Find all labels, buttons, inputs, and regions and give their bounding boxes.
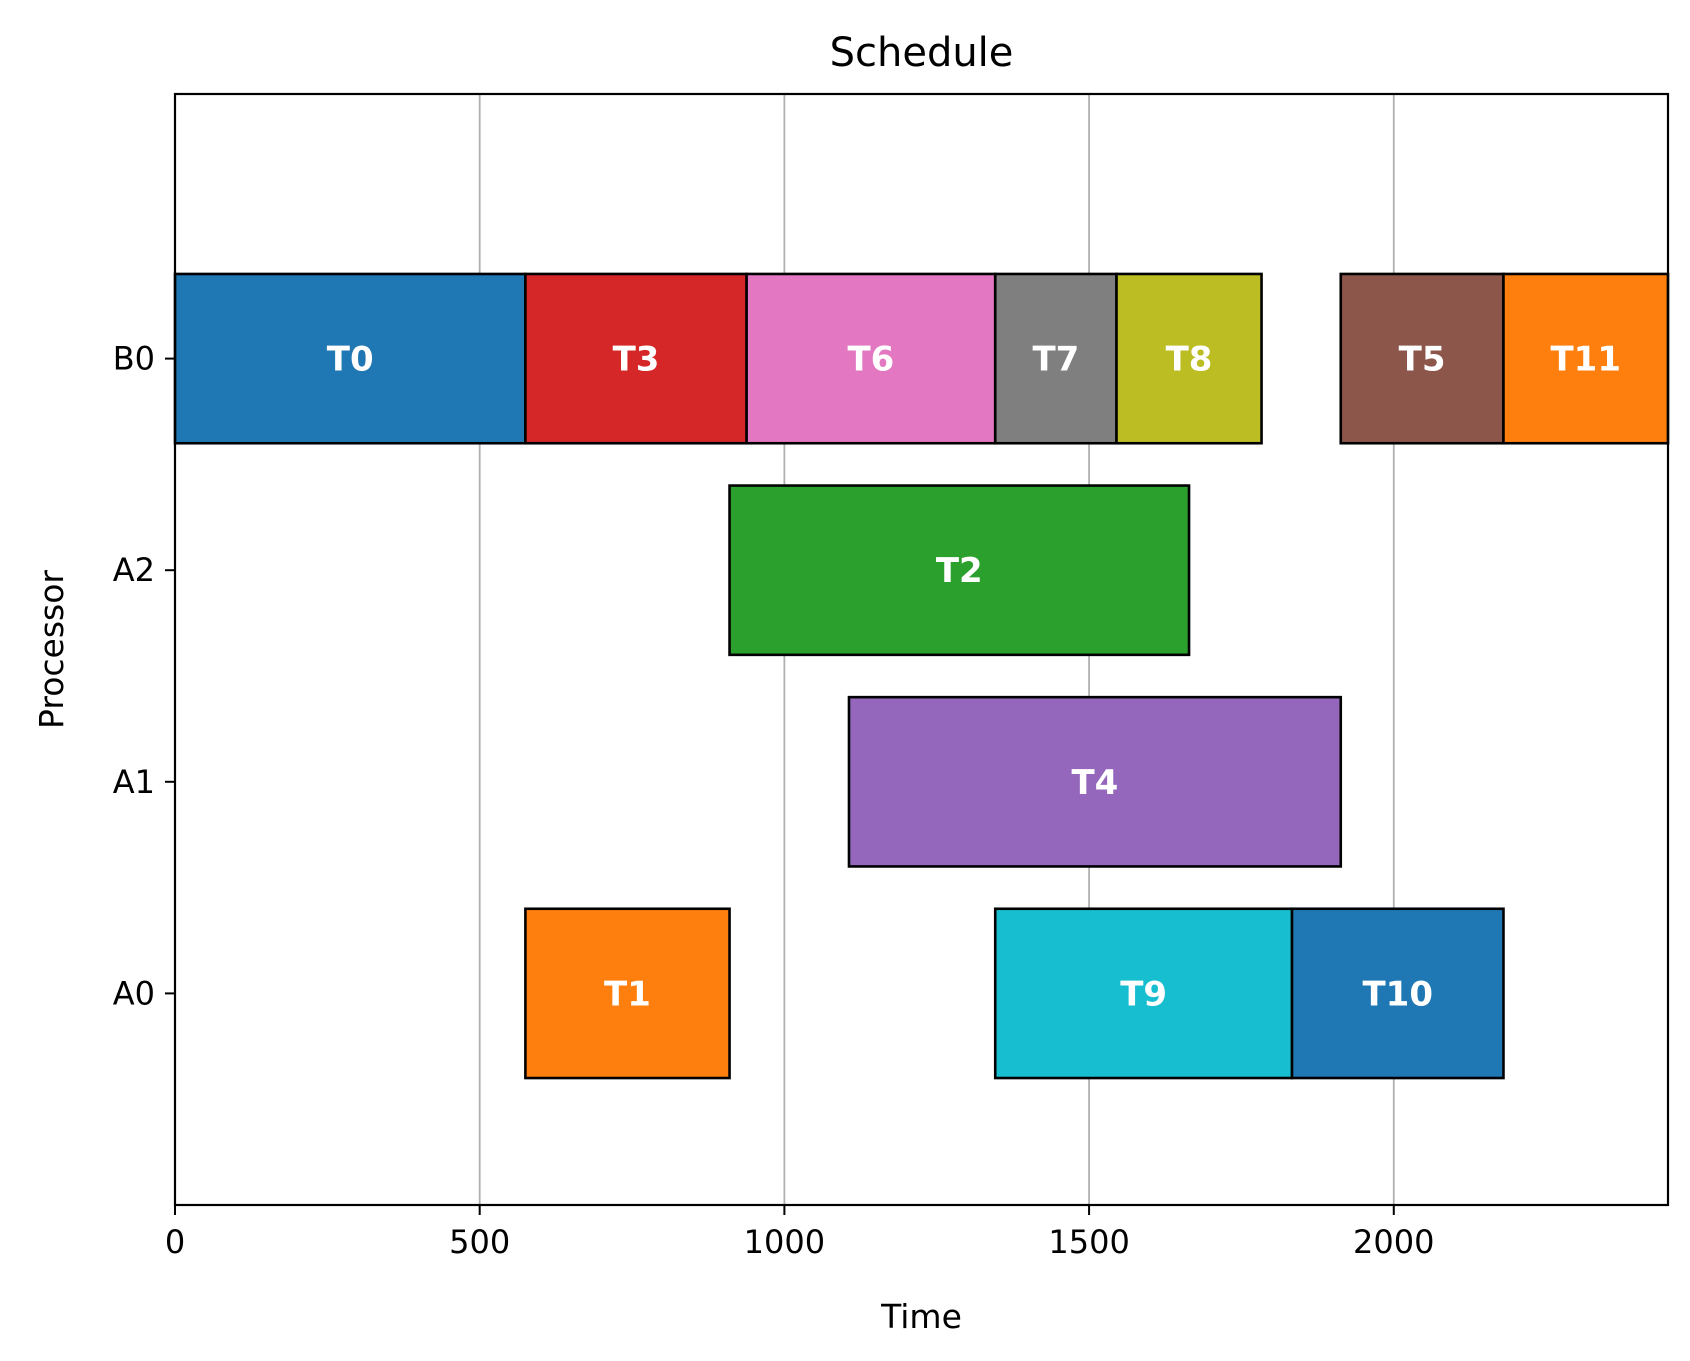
task-bar-label: T3	[613, 340, 660, 380]
task-bar-label: T4	[1071, 763, 1118, 803]
task-bar-rect	[993, 907, 1294, 1080]
x-tick-label: 2000	[1353, 1223, 1434, 1261]
y-axis-label: Processor	[32, 570, 71, 729]
task-bar-label: T1	[604, 974, 651, 1014]
x-tick-label: 500	[449, 1223, 510, 1261]
y-tick-label: B0	[113, 340, 155, 378]
task-bar-label: T6	[847, 340, 894, 380]
task-bar-t10[interactable]: T10	[1290, 907, 1505, 1080]
task-bars: T0 T3 T6 T7 T8 T5 T11 T2 T4 T1 T9 T10	[173, 272, 1670, 1080]
task-bar-t0[interactable]: T0	[173, 272, 527, 445]
task-bar-label: T8	[1166, 340, 1213, 380]
task-bar-rect	[993, 272, 1118, 445]
task-bar-label: T7	[1032, 340, 1079, 380]
task-bar-label: T2	[936, 551, 983, 591]
task-bar-t4[interactable]: T4	[847, 695, 1343, 868]
task-bar-label: T0	[327, 340, 374, 380]
x-axis-ticks: 0 500 1000 1500 2000	[165, 1205, 1434, 1261]
task-bar-rect	[524, 907, 731, 1080]
task-bar-rect	[1339, 272, 1505, 445]
task-bar-t7[interactable]: T7	[993, 272, 1118, 445]
plot-frame	[173, 92, 1670, 1207]
task-bar-t3[interactable]: T3	[524, 272, 748, 445]
task-bar-rect	[1502, 272, 1670, 445]
task-bar-rect	[524, 272, 748, 445]
task-bar-label: T9	[1120, 974, 1167, 1014]
x-tick-label: 0	[165, 1223, 185, 1261]
y-tick-label: A0	[113, 974, 155, 1012]
task-bar-t1[interactable]: T1	[524, 907, 731, 1080]
y-tick-label: A1	[113, 763, 155, 801]
y-tick-label: A2	[113, 551, 155, 589]
task-bar-label: T10	[1362, 974, 1433, 1014]
task-bar-label: T11	[1550, 340, 1621, 380]
task-bar-t2[interactable]: T2	[728, 484, 1191, 657]
x-tick-label: 1000	[744, 1223, 825, 1261]
task-bar-rect	[728, 484, 1191, 657]
task-bar-rect	[1290, 907, 1505, 1080]
chart-title: Schedule	[830, 30, 1014, 76]
x-tick-label: 1500	[1048, 1223, 1129, 1261]
task-bar-t6[interactable]: T6	[745, 272, 997, 445]
task-bar-label: T5	[1399, 340, 1446, 380]
y-axis-ticks: A0 A1 A2 B0	[113, 340, 175, 1012]
task-bar-rect	[847, 695, 1343, 868]
task-bar-t5[interactable]: T5	[1339, 272, 1505, 445]
task-bar-t9[interactable]: T9	[993, 907, 1294, 1080]
task-bar-t8[interactable]: T8	[1115, 272, 1263, 445]
task-bar-rect	[1115, 272, 1263, 445]
task-bar-t11[interactable]: T11	[1502, 272, 1670, 445]
x-axis-label: Time	[880, 1297, 962, 1336]
task-bar-rect	[745, 272, 997, 445]
